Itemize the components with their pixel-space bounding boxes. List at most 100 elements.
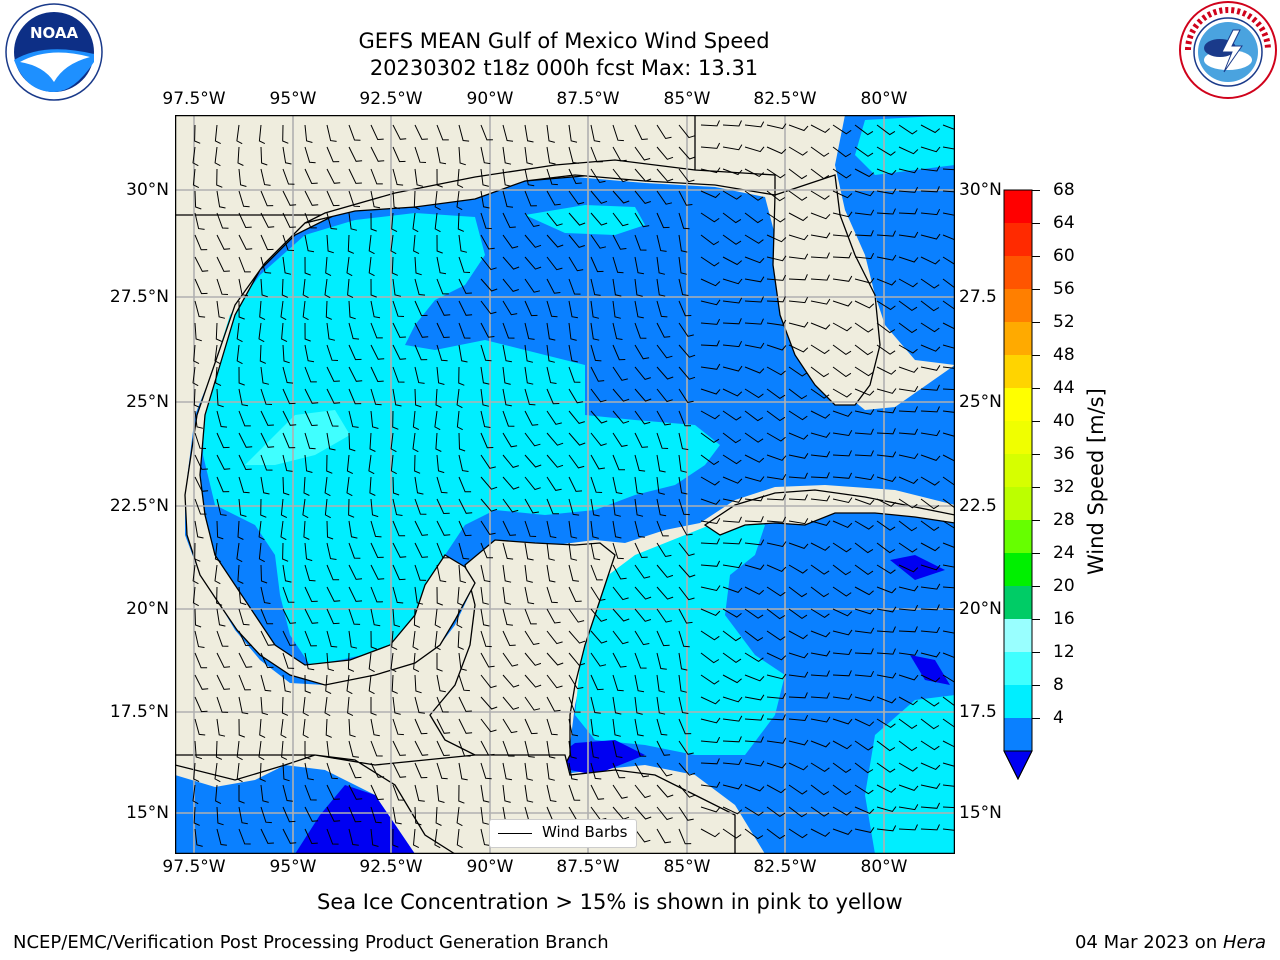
colorbar-tick-mark xyxy=(1032,585,1040,587)
wind-barb xyxy=(370,278,377,298)
wind-barb xyxy=(612,212,629,227)
wind-barb xyxy=(524,278,541,293)
wind-barb xyxy=(920,256,941,265)
wind-barb xyxy=(656,608,673,623)
wind-barb xyxy=(436,256,447,275)
lon-top-tick: 95°W xyxy=(269,89,317,109)
wind-barb xyxy=(678,366,696,380)
wind-barb xyxy=(414,168,424,187)
wind-barb xyxy=(612,432,628,447)
wind-barb xyxy=(434,828,441,849)
wind-barb xyxy=(942,432,955,437)
wind-barb xyxy=(722,758,743,766)
wind-barb xyxy=(590,630,608,644)
wind-barb xyxy=(678,806,694,821)
wind-barb xyxy=(480,828,491,846)
wind-barb xyxy=(456,828,463,849)
colorbar-tick-mark xyxy=(1032,717,1040,719)
wind-barb xyxy=(854,806,875,814)
wind-barb xyxy=(258,322,265,343)
wind-barb xyxy=(590,454,605,470)
wind-barb xyxy=(436,234,443,254)
wind-barb xyxy=(700,518,721,525)
wind-barb xyxy=(942,344,955,349)
wind-barb xyxy=(854,648,874,655)
wind-barb xyxy=(480,762,492,780)
wind-barb xyxy=(282,410,297,426)
wind-barb xyxy=(678,498,690,516)
wind-barb xyxy=(942,388,955,391)
colorbar-tick-mark xyxy=(1032,387,1040,389)
wind-barb xyxy=(788,652,809,659)
wind-barb xyxy=(876,322,896,334)
colorbar-tick-mark xyxy=(1032,684,1040,686)
wind-barb xyxy=(788,714,809,722)
wind-barb xyxy=(612,542,624,560)
wind-barb xyxy=(456,608,463,629)
wind-barb xyxy=(678,784,696,798)
wind-barb xyxy=(458,300,473,316)
wind-barb xyxy=(414,256,422,276)
wind-barb xyxy=(656,168,674,182)
wind-barb xyxy=(480,190,490,209)
wind-barb xyxy=(281,696,289,716)
wind-barb xyxy=(568,190,585,205)
wind-barb xyxy=(370,697,377,716)
wind-barb xyxy=(392,146,406,163)
wind-barb xyxy=(678,630,690,648)
wind-barb xyxy=(370,300,381,319)
wind-barb xyxy=(524,234,542,248)
wind-barb xyxy=(413,234,420,255)
wind-barb xyxy=(436,740,450,757)
wind-barb xyxy=(325,674,332,695)
wind-barb xyxy=(546,432,564,446)
noaa-logo-icon: NOAA xyxy=(5,3,103,101)
chart-title: GEFS MEAN Gulf of Mexico Wind Speed xyxy=(358,29,770,53)
wind-barb xyxy=(304,564,316,582)
wind-barb xyxy=(854,670,875,678)
svg-text:NOAA: NOAA xyxy=(30,24,79,42)
wind-barb xyxy=(942,674,955,683)
wind-barb xyxy=(854,344,874,356)
wind-barb xyxy=(238,190,250,208)
wind-barb xyxy=(744,276,765,283)
wind-barb xyxy=(502,586,512,605)
lon-top-tick: 92.5°W xyxy=(359,89,423,109)
wind-barb xyxy=(260,586,271,604)
wind-barb xyxy=(502,740,515,757)
wind-barb xyxy=(414,300,428,317)
wind-barb xyxy=(414,740,429,756)
wind-barb xyxy=(414,278,426,296)
wind-barb xyxy=(766,806,786,818)
wind-barb xyxy=(634,212,650,228)
wind-barb xyxy=(898,256,919,263)
wind-barb xyxy=(656,542,672,558)
wind-barb xyxy=(194,410,204,429)
wind-barb xyxy=(722,586,743,593)
wind-barb xyxy=(854,300,875,309)
wind-barb xyxy=(942,520,955,529)
wind-barb xyxy=(568,256,584,272)
colorbar-tick-label: 12 xyxy=(1053,642,1075,662)
wind-barb xyxy=(260,168,271,186)
wind-barb xyxy=(238,278,249,297)
wind-barb xyxy=(524,718,538,735)
wind-barb xyxy=(194,652,208,669)
wind-barb xyxy=(832,784,852,796)
wind-barb xyxy=(612,124,624,142)
wind-barb xyxy=(788,410,808,421)
wind-barb xyxy=(766,296,786,303)
wind-barb xyxy=(634,784,651,799)
wind-barb xyxy=(216,432,230,449)
wind-barb xyxy=(766,344,787,351)
wind-barb xyxy=(326,212,338,230)
wind-barb xyxy=(898,406,918,413)
wind-barb xyxy=(347,234,354,254)
wind-barb xyxy=(546,168,558,186)
wind-barb xyxy=(590,762,602,780)
wind-barb xyxy=(876,300,896,311)
wind-barb xyxy=(413,608,421,628)
wind-barb xyxy=(634,498,644,517)
wind-barb xyxy=(744,564,765,570)
wind-barb xyxy=(193,388,200,408)
